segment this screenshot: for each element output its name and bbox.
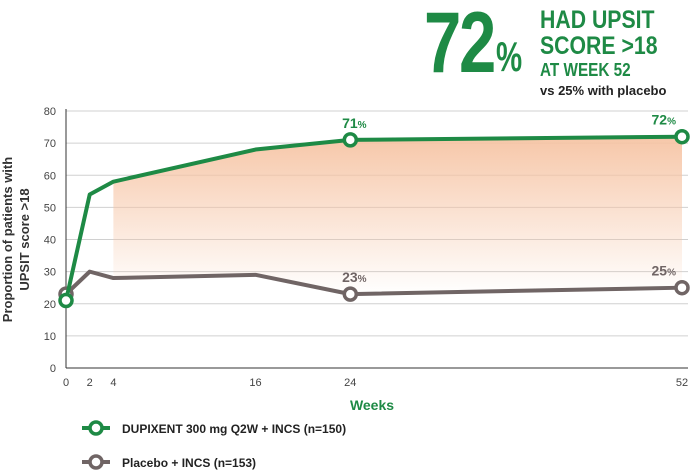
headline-line-2: SCORE >18 xyxy=(540,32,658,60)
y-tick-label: 80 xyxy=(44,106,56,118)
legend-label: Placebo + INCS (n=153) xyxy=(122,456,256,470)
dupixent-data-label: 71% xyxy=(342,115,367,131)
headline-comparison: vs 25% with placebo xyxy=(540,83,667,98)
y-axis-title-line-2: UPSIT score >18 xyxy=(17,188,32,290)
x-tick-label: 52 xyxy=(676,377,688,389)
x-tick-label: 0 xyxy=(63,377,69,389)
headline-percent-sign: % xyxy=(496,33,523,80)
x-tick-label: 16 xyxy=(249,377,261,389)
placebo-line xyxy=(64,269,683,297)
dupixent-point xyxy=(674,128,690,145)
headline-line-1: HAD UPSIT xyxy=(540,6,655,34)
y-tick-label: 0 xyxy=(50,363,56,375)
legend-marker xyxy=(88,454,104,470)
placebo-point xyxy=(674,279,690,296)
dupixent-point xyxy=(342,132,359,148)
y-tick-label: 20 xyxy=(44,299,56,311)
headline-value: 72 xyxy=(424,0,496,91)
placebo-point xyxy=(342,286,359,302)
x-axis-title: Weeks xyxy=(350,397,394,413)
x-tick-label: 2 xyxy=(87,377,93,389)
dupixent-data-label: 72% xyxy=(652,112,677,128)
y-tick-label: 70 xyxy=(44,138,56,150)
placebo-data-label: 23% xyxy=(342,269,367,285)
dupixent-point xyxy=(58,292,74,309)
y-tick-label: 50 xyxy=(44,202,56,214)
difference-area xyxy=(113,136,682,295)
legend-label: DUPIXENT 300 mg Q2W + INCS (n=150) xyxy=(122,422,346,436)
headline-text: HAD UPSIT SCORE >18 AT WEEK 52 xyxy=(540,7,658,81)
y-tick-label: 10 xyxy=(44,331,56,343)
legend-marker xyxy=(88,420,104,436)
y-tick-label: 40 xyxy=(44,235,56,247)
y-tick-label: 30 xyxy=(44,267,56,279)
y-axis-title-line-1: Proportion of patients with xyxy=(0,157,15,322)
headline-line-3: AT WEEK 52 xyxy=(540,60,631,80)
x-tick-label: 24 xyxy=(344,377,356,389)
dupixent-line xyxy=(64,134,683,301)
y-tick-label: 60 xyxy=(44,170,56,182)
placebo-data-label: 25% xyxy=(652,263,677,279)
x-tick-label: 4 xyxy=(110,377,116,389)
